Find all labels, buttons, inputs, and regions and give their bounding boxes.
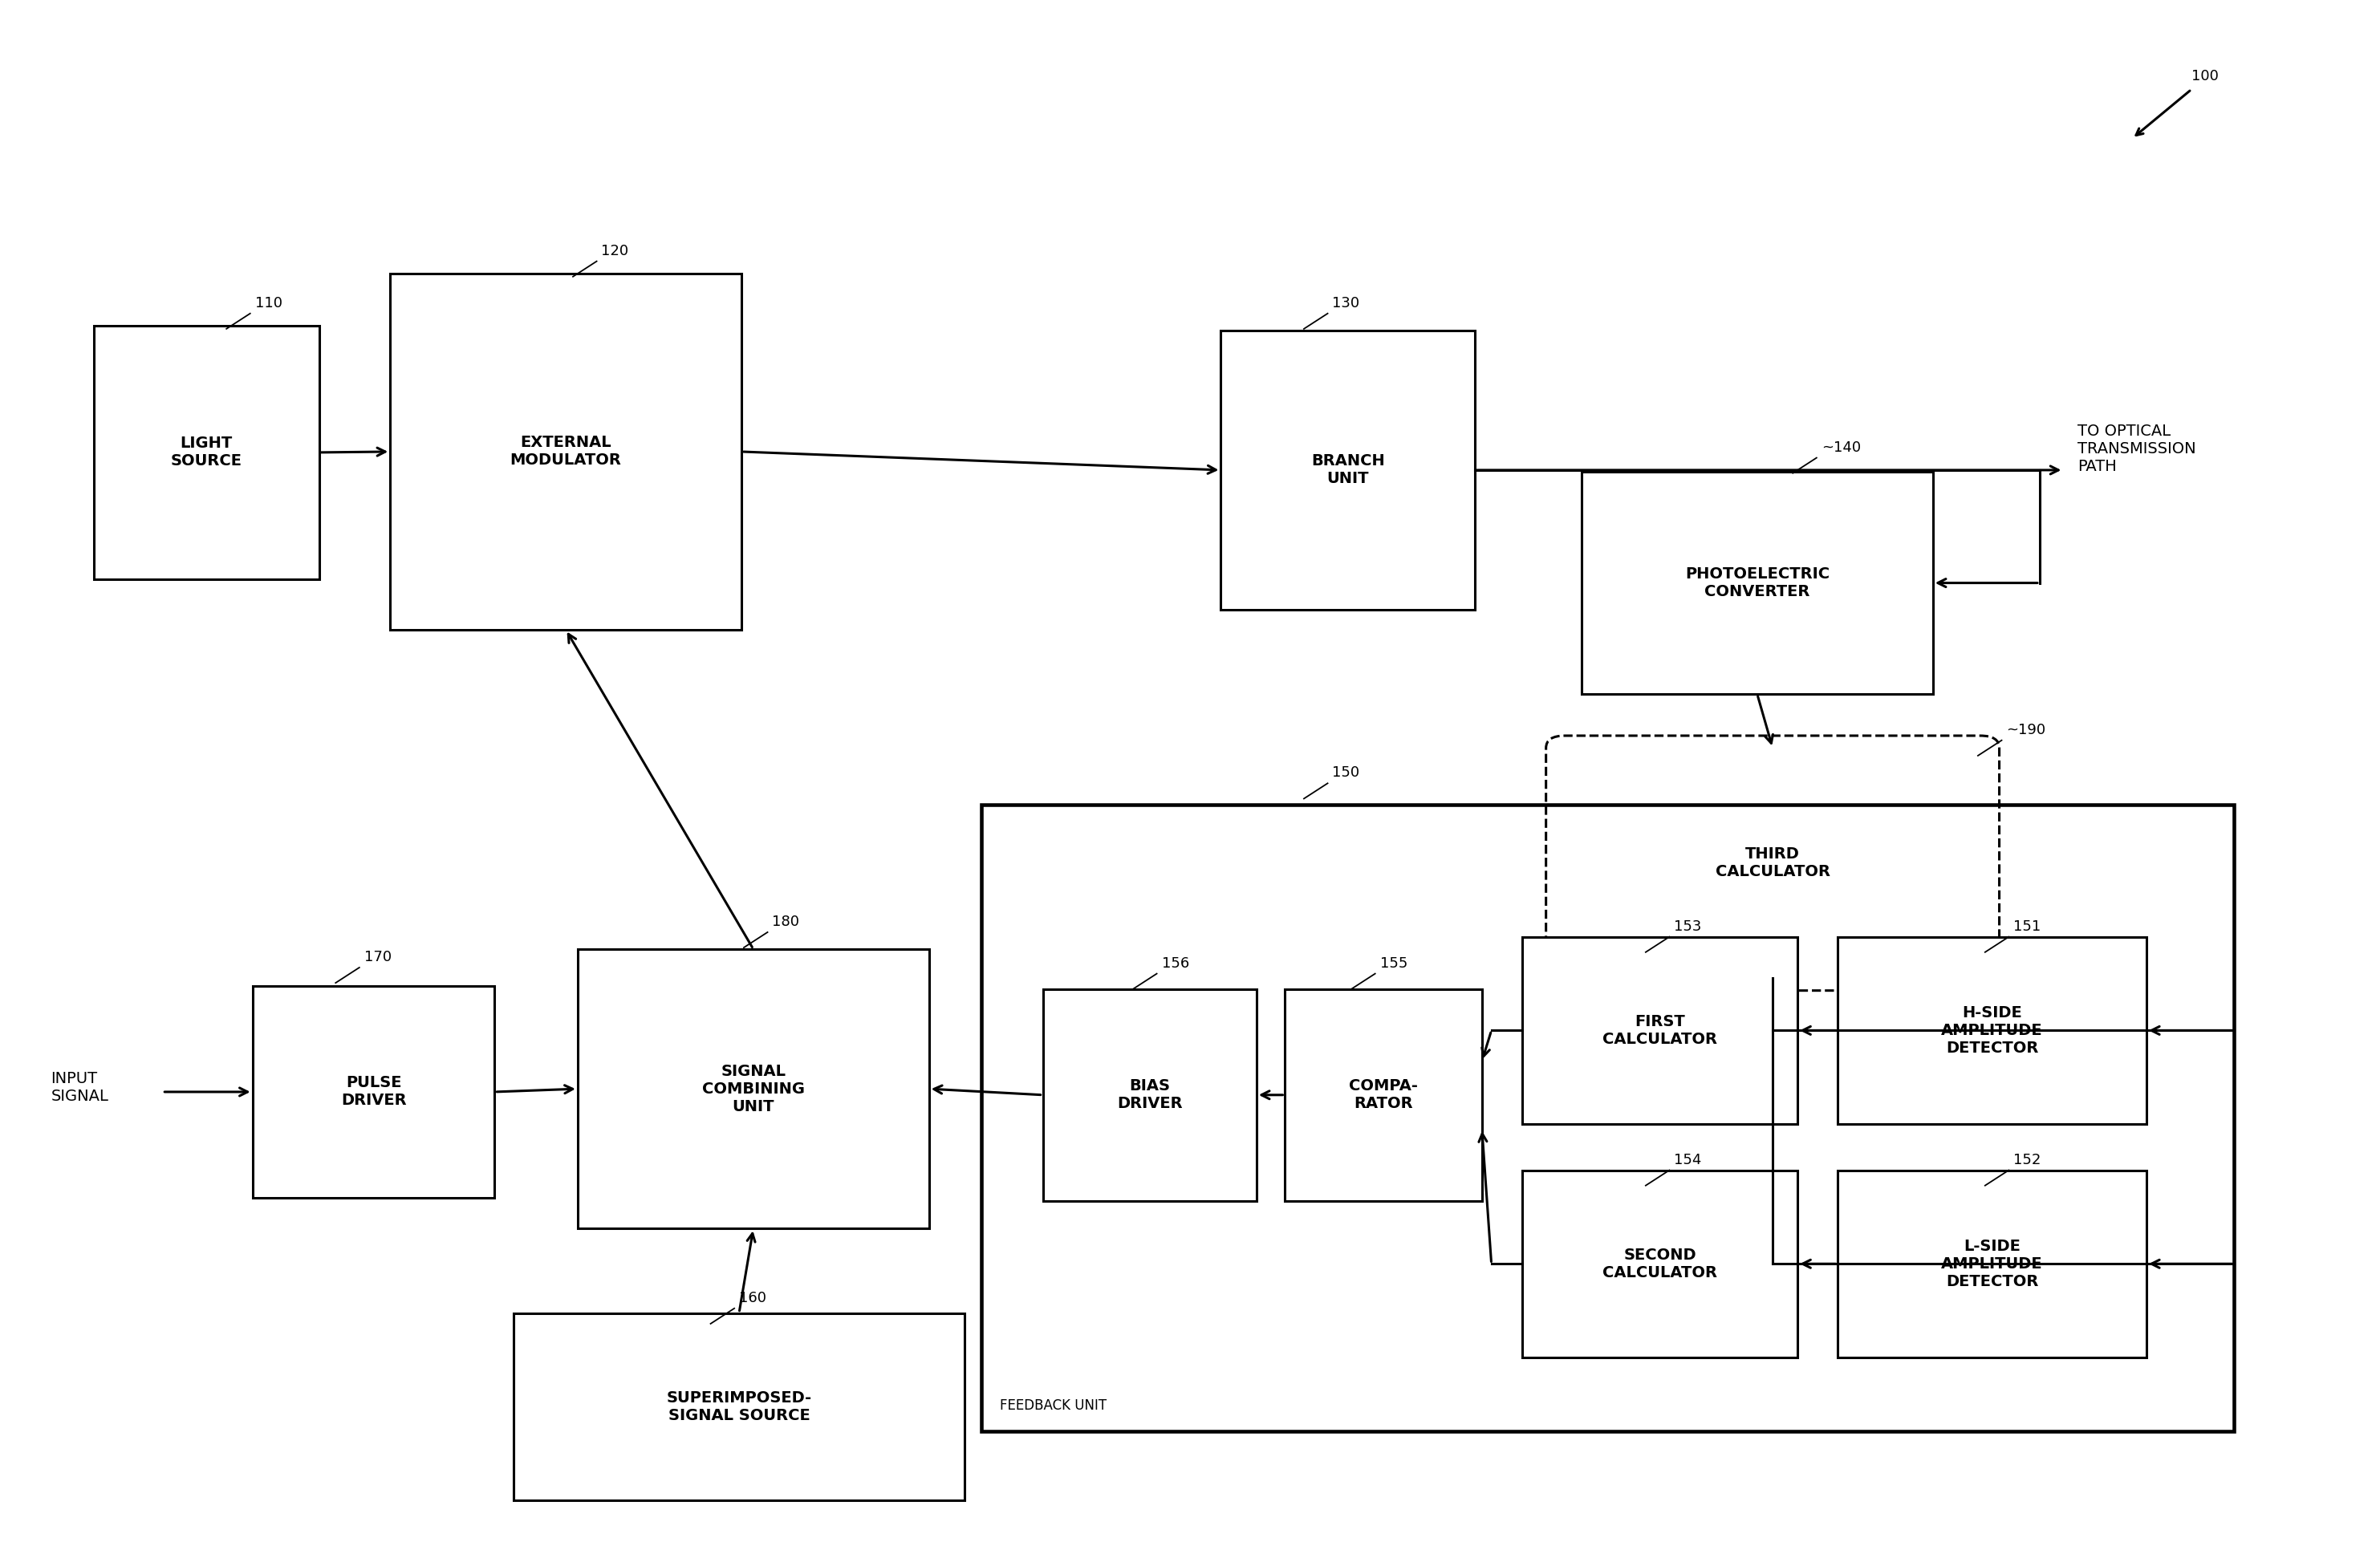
Text: TO OPTICAL
TRANSMISSION
PATH: TO OPTICAL TRANSMISSION PATH: [2078, 424, 2197, 473]
Text: 170: 170: [364, 950, 390, 964]
Text: COMPA-
RATOR: COMPA- RATOR: [1349, 1078, 1418, 1112]
Bar: [252, 985, 495, 1198]
Bar: [1837, 1170, 2147, 1357]
Text: 151: 151: [2013, 919, 2042, 934]
Text: PHOTOELECTRIC
CONVERTER: PHOTOELECTRIC CONVERTER: [1685, 566, 1830, 600]
Text: 100: 100: [2192, 69, 2218, 83]
Text: FIRST
CALCULATOR: FIRST CALCULATOR: [1602, 1015, 1718, 1047]
Text: 154: 154: [1673, 1153, 1702, 1167]
Text: 153: 153: [1673, 919, 1702, 934]
Text: SUPERIMPOSED-
SIGNAL SOURCE: SUPERIMPOSED- SIGNAL SOURCE: [666, 1391, 812, 1423]
Text: H-SIDE
AMPLITUDE
DETECTOR: H-SIDE AMPLITUDE DETECTOR: [1942, 1005, 2042, 1056]
Text: 160: 160: [740, 1291, 766, 1305]
Text: 180: 180: [771, 914, 800, 930]
Text: LIGHT
SOURCE: LIGHT SOURCE: [171, 436, 243, 469]
Text: 156: 156: [1161, 956, 1190, 970]
Bar: [1583, 472, 1933, 694]
Text: EXTERNAL
MODULATOR: EXTERNAL MODULATOR: [509, 435, 621, 469]
Text: SECOND
CALCULATOR: SECOND CALCULATOR: [1602, 1247, 1718, 1280]
Text: 120: 120: [602, 244, 628, 258]
Text: ~190: ~190: [2006, 723, 2047, 737]
Text: BIAS
DRIVER: BIAS DRIVER: [1116, 1078, 1183, 1112]
Bar: [981, 805, 2235, 1431]
Text: FEEDBACK UNIT: FEEDBACK UNIT: [1000, 1399, 1107, 1412]
Text: 110: 110: [255, 296, 283, 310]
Bar: [390, 273, 743, 629]
Bar: [1285, 988, 1483, 1201]
Bar: [1042, 988, 1257, 1201]
Text: 152: 152: [2013, 1153, 2042, 1167]
FancyBboxPatch shape: [1547, 736, 1999, 990]
Text: BRANCH
UNIT: BRANCH UNIT: [1311, 453, 1385, 487]
Text: 150: 150: [1333, 766, 1359, 780]
Bar: [1837, 938, 2147, 1124]
Text: 155: 155: [1380, 956, 1407, 970]
Bar: [93, 325, 319, 580]
Bar: [1523, 1170, 1797, 1357]
Text: ~140: ~140: [1821, 441, 1861, 455]
Text: INPUT
SIGNAL: INPUT SIGNAL: [50, 1070, 109, 1104]
Bar: [1523, 938, 1797, 1124]
Text: SIGNAL
COMBINING
UNIT: SIGNAL COMBINING UNIT: [702, 1064, 804, 1113]
Text: L-SIDE
AMPLITUDE
DETECTOR: L-SIDE AMPLITUDE DETECTOR: [1942, 1238, 2042, 1289]
Text: THIRD
CALCULATOR: THIRD CALCULATOR: [1716, 847, 1830, 879]
Text: PULSE
DRIVER: PULSE DRIVER: [340, 1075, 407, 1109]
Bar: [514, 1312, 964, 1500]
Bar: [578, 948, 928, 1229]
Bar: [1221, 330, 1476, 609]
Text: 130: 130: [1333, 296, 1359, 310]
